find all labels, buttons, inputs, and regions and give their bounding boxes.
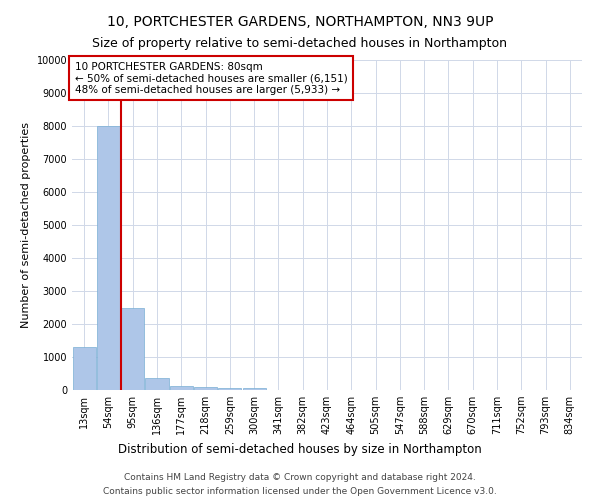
Bar (97, 126, 120, 390)
Bar (194, 388, 217, 390)
Bar (218, 388, 241, 390)
Bar (121, 308, 144, 390)
Text: Size of property relative to semi-detached houses in Northampton: Size of property relative to semi-detach… (92, 38, 508, 51)
Text: Contains public sector information licensed under the Open Government Licence v3: Contains public sector information licen… (103, 488, 497, 496)
Text: 10 PORTCHESTER GARDENS: 80sqm
← 50% of semi-detached houses are smaller (6,151)
: 10 PORTCHESTER GARDENS: 80sqm ← 50% of s… (74, 62, 347, 95)
Text: Distribution of semi-detached houses by size in Northampton: Distribution of semi-detached houses by … (118, 442, 482, 456)
Text: 10, PORTCHESTER GARDENS, NORTHAMPTON, NN3 9UP: 10, PORTCHESTER GARDENS, NORTHAMPTON, NN… (107, 15, 493, 29)
Bar (145, 378, 169, 390)
Y-axis label: Number of semi-detached properties: Number of semi-detached properties (21, 122, 31, 328)
Bar (170, 386, 193, 390)
Bar (73, 347, 95, 390)
Bar (242, 388, 266, 390)
Text: Contains HM Land Registry data © Crown copyright and database right 2024.: Contains HM Land Registry data © Crown c… (124, 472, 476, 482)
